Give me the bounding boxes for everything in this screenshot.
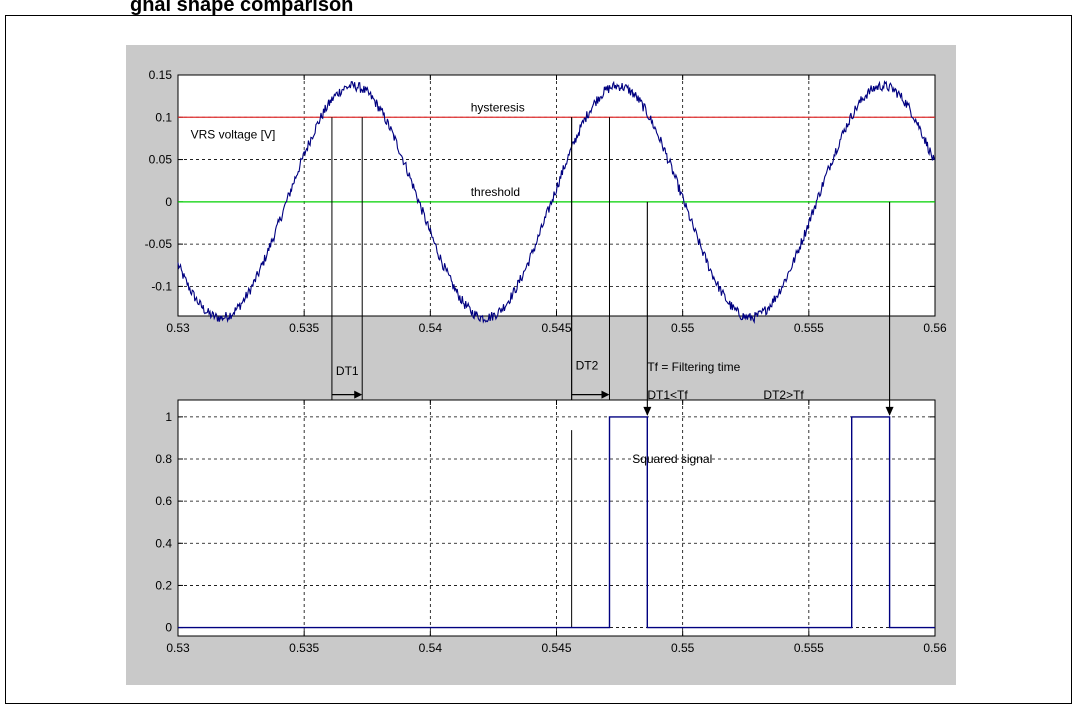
- upper-annotation-1: Tf = Filtering time: [647, 360, 740, 374]
- lower-y-tick-label: 0.6: [155, 494, 172, 508]
- lower-squared-signal-line: [178, 416, 935, 629]
- upper-y-tick-label: -0.1: [151, 279, 172, 293]
- lower-y-tick-label: 0.8: [155, 452, 172, 466]
- dt1-label: DT1: [336, 364, 359, 378]
- lower-y-tick-label: 0: [165, 621, 172, 635]
- upper-x-tick-label: 0.555: [794, 321, 824, 335]
- upper-y-tick-label: 0.05: [149, 153, 173, 167]
- figure-panel: 0.53 0.535 0.54 0.545 0.55 0.555 0.56 0.15 0.1 0.…: [126, 45, 956, 685]
- upper-y-tick-label: 0.1: [155, 110, 172, 124]
- upper-x-tick-label: 0.54: [419, 321, 443, 335]
- upper-y-tick-label: -0.05: [145, 237, 173, 251]
- dt2-arrow-head: [601, 390, 610, 399]
- lower-plot-area: [177, 399, 936, 637]
- lower-x-tick-label: 0.535: [289, 641, 319, 655]
- figure-frame: [5, 15, 1072, 704]
- upper-hysteresis-label: hysteresis: [471, 100, 525, 114]
- upper-annotation-2: DT1<Tf: [647, 388, 688, 402]
- crossing-link-arrow-0: [643, 406, 652, 416]
- lower-x-tick-label: 0.54: [419, 641, 443, 655]
- upper-y-tick-label: 0.15: [149, 68, 173, 82]
- upper-annotation-3: DT2>Tf: [763, 388, 804, 402]
- upper-y-tick-label: 0: [165, 195, 172, 209]
- upper-x-tick-label: 0.55: [671, 321, 695, 335]
- lower-annotation-0: Squared signal: [632, 452, 712, 466]
- upper-x-tick-label: 0.545: [541, 321, 571, 335]
- upper-x-tick-label: 0.535: [289, 321, 319, 335]
- dt1-arrow-head: [354, 390, 363, 399]
- lower-x-tick-label: 0.55: [671, 641, 695, 655]
- lower-x-tick-label: 0.555: [794, 641, 824, 655]
- upper-x-tick-label: 0.56: [923, 321, 947, 335]
- dt2-label: DT2: [576, 358, 599, 372]
- lower-y-tick-label: 0.4: [155, 536, 172, 550]
- chart-svg: 0.53 0.535 0.54 0.545 0.55 0.555 0.56 0.15 0.1 0.…: [145, 68, 947, 655]
- lower-y-tick-label: 1: [165, 410, 172, 424]
- lower-x-tick-label: 0.545: [541, 641, 571, 655]
- lower-x-tick-label: 0.56: [923, 641, 947, 655]
- page-heading: gnal shape comparison: [130, 0, 354, 16]
- upper-vrs-signal-line: [177, 79, 936, 325]
- upper-annotation-0: VRS voltage [V]: [191, 127, 276, 141]
- upper-x-tick-label: 0.53: [166, 321, 190, 335]
- upper-threshold-label: threshold: [471, 185, 520, 199]
- crossing-link-arrow-1: [885, 406, 894, 416]
- lower-y-tick-label: 0.2: [155, 578, 172, 592]
- lower-x-tick-label: 0.53: [166, 641, 190, 655]
